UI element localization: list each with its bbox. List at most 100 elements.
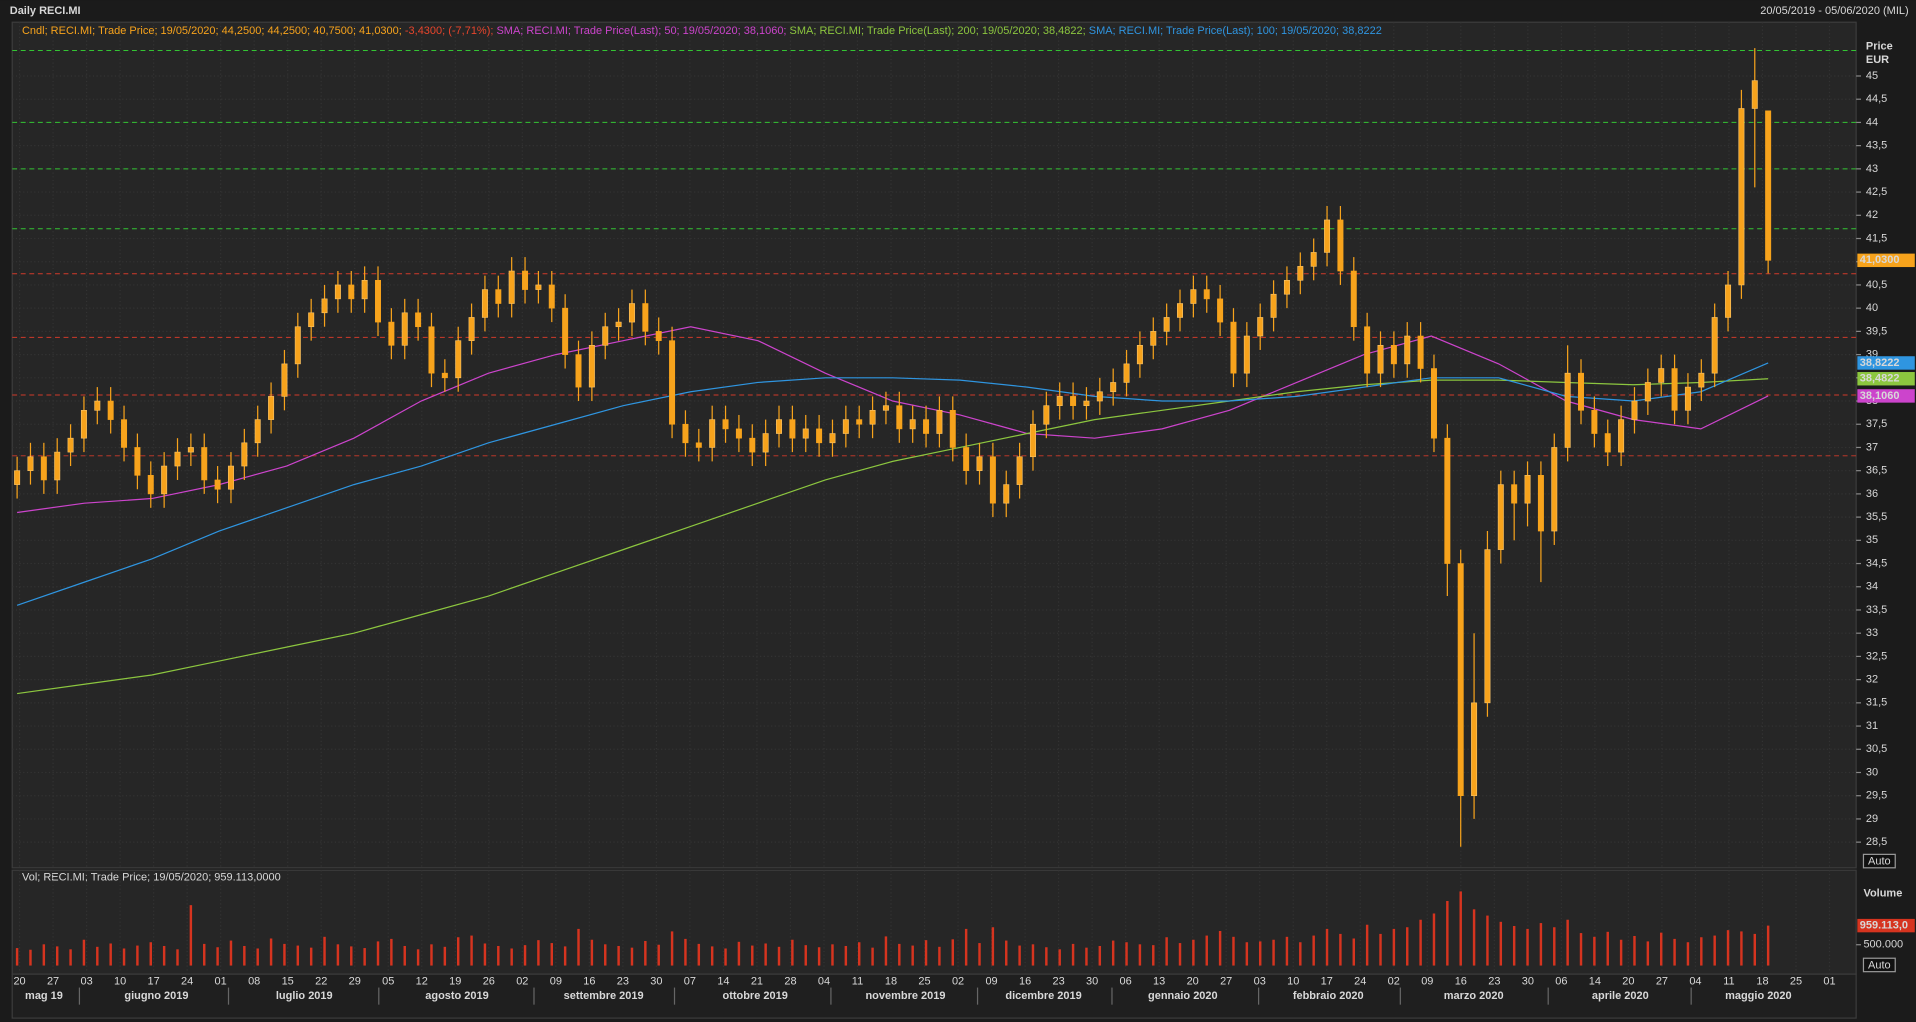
candle-body bbox=[54, 451, 61, 481]
x-tick-label: 17 bbox=[1321, 975, 1333, 987]
x-month-label: dicembre 2019 bbox=[1005, 990, 1081, 1002]
auto-button[interactable] bbox=[1862, 853, 1896, 869]
candle-body bbox=[1029, 423, 1036, 458]
volume-bar bbox=[644, 940, 647, 966]
candle-body bbox=[227, 465, 234, 490]
candle-body bbox=[1698, 372, 1705, 388]
volume-bar bbox=[697, 943, 701, 966]
volume-bar bbox=[1419, 919, 1422, 966]
y-tick-label: 37 bbox=[1866, 441, 1878, 453]
volume-bar bbox=[563, 946, 567, 966]
volume-bar bbox=[283, 943, 286, 966]
volume-bar bbox=[1365, 924, 1369, 966]
volume-bar bbox=[1205, 935, 1208, 966]
value-badge bbox=[1857, 356, 1915, 370]
candle-body bbox=[1604, 433, 1611, 453]
volume-panel bbox=[11, 869, 1857, 975]
candle-body bbox=[1711, 317, 1718, 374]
volume-bar bbox=[390, 938, 393, 966]
candle-body bbox=[1110, 382, 1117, 393]
candle-body bbox=[1217, 298, 1224, 323]
volume-bar bbox=[831, 944, 834, 966]
volume-bar bbox=[590, 939, 594, 966]
volume-bar bbox=[1138, 944, 1142, 966]
candle-body bbox=[575, 354, 582, 388]
volume-bar bbox=[363, 948, 366, 966]
volume-bar bbox=[203, 943, 206, 966]
candle-body bbox=[67, 437, 74, 453]
volume-bar bbox=[497, 945, 500, 966]
x-tick-label: 11 bbox=[852, 975, 863, 987]
x-tick-label: 21 bbox=[751, 975, 763, 987]
value-badge bbox=[1857, 253, 1915, 268]
volume-bar bbox=[898, 943, 901, 966]
x-tick-label: 24 bbox=[181, 975, 193, 987]
volume-bar bbox=[109, 943, 112, 966]
candle-body bbox=[80, 410, 87, 439]
x-tick-label: 23 bbox=[1488, 975, 1500, 987]
x-tick-label: 23 bbox=[1052, 975, 1064, 987]
candle-body bbox=[1551, 447, 1558, 532]
candle-body bbox=[1618, 419, 1625, 453]
volume-bar bbox=[804, 945, 807, 966]
volume-bar bbox=[630, 947, 634, 966]
candle-body bbox=[588, 344, 595, 388]
volume-bar bbox=[978, 943, 981, 966]
candle-body bbox=[1511, 484, 1518, 504]
volume-bar bbox=[991, 927, 995, 966]
auto-label[interactable]: Auto bbox=[1868, 959, 1891, 971]
candle-body bbox=[1671, 368, 1678, 411]
volume-bar bbox=[1085, 947, 1088, 966]
candle-body bbox=[1190, 289, 1197, 304]
volume-bar bbox=[82, 939, 86, 966]
candle-body bbox=[1350, 270, 1357, 328]
candle-body bbox=[415, 312, 422, 328]
x-month-label: agosto 2019 bbox=[425, 990, 488, 1002]
volume-bar bbox=[296, 945, 300, 966]
volume-bar bbox=[764, 943, 767, 966]
volume-bar bbox=[42, 944, 46, 966]
volume-bar bbox=[269, 938, 273, 966]
x-tick-label: 04 bbox=[1689, 975, 1701, 987]
volume-bar bbox=[777, 946, 781, 966]
candle-body bbox=[40, 456, 47, 481]
candle-body bbox=[869, 410, 876, 425]
candle-body bbox=[1390, 344, 1397, 365]
candle-body bbox=[1457, 563, 1464, 797]
x-tick-label: 15 bbox=[282, 975, 294, 987]
volume-bar bbox=[537, 940, 540, 966]
x-tick-label: 29 bbox=[349, 975, 361, 987]
sma-line bbox=[16, 362, 1769, 606]
volume-bar bbox=[550, 943, 553, 966]
candle-body bbox=[1738, 108, 1745, 286]
x-tick-label: 24 bbox=[1354, 975, 1366, 987]
x-tick-label: 18 bbox=[885, 975, 897, 987]
volume-bar bbox=[1553, 927, 1556, 966]
y-tick-label: 43,5 bbox=[1866, 140, 1887, 152]
auto-button[interactable] bbox=[1862, 957, 1896, 973]
candle-body bbox=[829, 433, 836, 444]
volume-bar bbox=[1459, 891, 1462, 966]
candle-body bbox=[1537, 475, 1544, 532]
volume-bar bbox=[604, 944, 607, 966]
auto-label[interactable]: Auto bbox=[1868, 856, 1891, 868]
y-tick-label: 42 bbox=[1866, 209, 1878, 221]
chart-title: Daily RECI.MI bbox=[10, 5, 81, 17]
volume-bar bbox=[1312, 935, 1315, 966]
x-tick-label: 07 bbox=[684, 975, 696, 987]
y-tick-label: 39,5 bbox=[1866, 325, 1887, 337]
candle-body bbox=[1524, 475, 1531, 504]
volume-bar bbox=[1218, 930, 1222, 966]
volume-bar bbox=[1740, 931, 1743, 966]
candle-body bbox=[1404, 335, 1411, 365]
x-month-label: febbraio 2020 bbox=[1293, 990, 1364, 1002]
volume-bar bbox=[29, 949, 32, 966]
volume-bar bbox=[684, 938, 687, 966]
x-month-label: ottobre 2019 bbox=[722, 990, 787, 1002]
x-tick-label: 10 bbox=[114, 975, 126, 987]
candle-body bbox=[254, 419, 261, 444]
candle-body bbox=[842, 419, 849, 434]
volume-bar bbox=[336, 944, 340, 966]
candle-body bbox=[268, 396, 275, 420]
volume-bar bbox=[1686, 942, 1690, 966]
